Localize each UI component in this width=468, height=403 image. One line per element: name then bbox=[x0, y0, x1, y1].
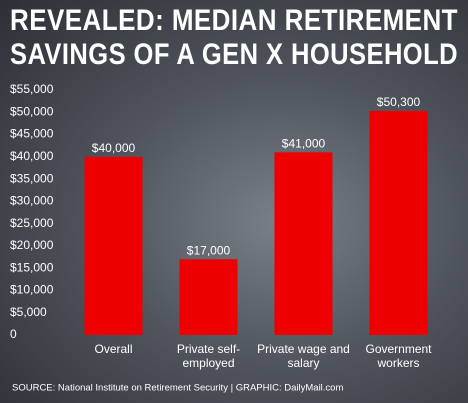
chart-title: SAVINGS OF A GEN X HOUSEHOLD bbox=[10, 38, 458, 71]
y-tick-label: $40,000 bbox=[10, 149, 54, 163]
source-note: SOURCE: National Institute on Retirement… bbox=[12, 383, 343, 394]
y-tick-label: $15,000 bbox=[10, 260, 54, 274]
bar bbox=[274, 152, 333, 335]
bar bbox=[369, 110, 428, 335]
y-tick-label: 0 bbox=[10, 327, 17, 341]
y-tick-label: $55,000 bbox=[10, 82, 54, 96]
value-label: $41,000 bbox=[282, 137, 326, 151]
x-tick-label: Overall bbox=[94, 342, 133, 356]
y-tick-label: $35,000 bbox=[10, 171, 54, 185]
y-tick-label: $25,000 bbox=[10, 216, 54, 230]
x-tick-label: Private self-employed bbox=[176, 342, 241, 370]
bar bbox=[179, 259, 238, 335]
value-label: $40,000 bbox=[92, 141, 136, 155]
y-tick-label: $20,000 bbox=[10, 238, 54, 252]
x-tick-label: Private wage and salary bbox=[257, 342, 350, 370]
y-tick-label: $30,000 bbox=[10, 194, 54, 208]
chart-title: REVEALED: MEDIAN RETIREMENT bbox=[10, 4, 458, 37]
x-tick-label: Government workers bbox=[365, 342, 432, 370]
value-label: $50,300 bbox=[377, 95, 421, 109]
value-label: $17,000 bbox=[187, 243, 231, 257]
bar bbox=[84, 156, 143, 335]
y-tick-label: $10,000 bbox=[10, 283, 54, 297]
y-tick-label: $5,000 bbox=[10, 305, 47, 319]
y-tick-label: $50,000 bbox=[10, 104, 54, 118]
y-tick-label: $45,000 bbox=[10, 127, 54, 141]
